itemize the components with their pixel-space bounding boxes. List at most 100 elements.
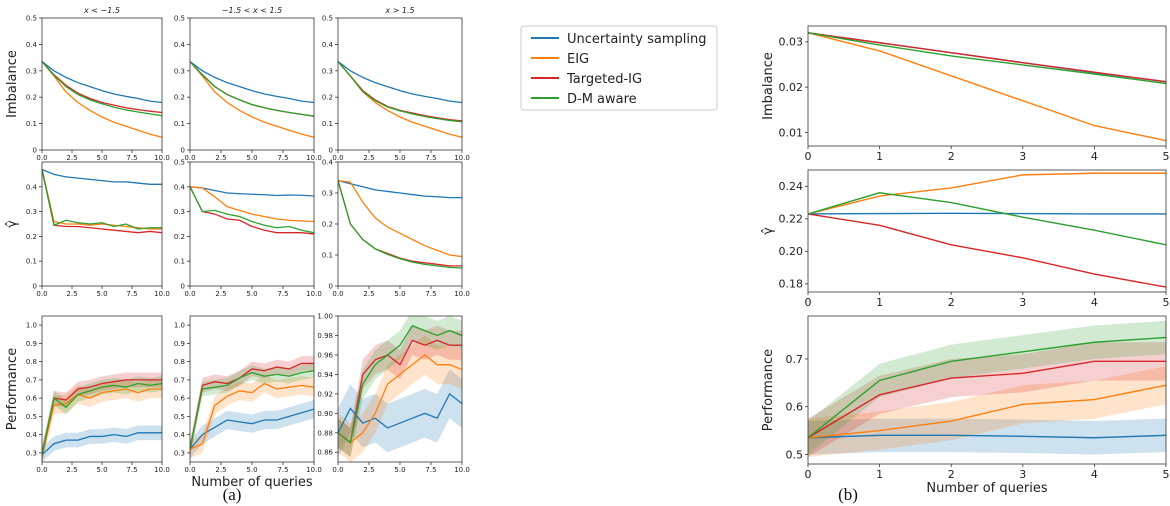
y-tick-label: 0.8 bbox=[174, 358, 185, 366]
x-tick-label: 2.5 bbox=[66, 154, 77, 162]
y-tick-label: 1.0 bbox=[26, 322, 37, 330]
x-tick-label: 0.0 bbox=[332, 466, 343, 474]
confidence-band bbox=[808, 366, 1166, 457]
plot-area bbox=[190, 356, 314, 459]
x-tick-label: 0.0 bbox=[36, 466, 47, 474]
y-tick-label: 0.2 bbox=[322, 220, 333, 228]
chart-panel-1: 0.0 2.5 5.0 7.5 10.0 0 0.1 0.2 0.3 0.4 0.5 x < −1.5… bbox=[5, 6, 170, 162]
y-tick-label: 0.96 bbox=[317, 351, 333, 359]
y-tick-label: 0.6 bbox=[786, 401, 804, 414]
x-tick-label: 7.5 bbox=[425, 290, 436, 298]
x-tick-label: 7.5 bbox=[126, 290, 137, 298]
y-tick-label: 0.1 bbox=[174, 258, 185, 266]
x-tick-label: 0.0 bbox=[36, 290, 47, 298]
legend-label-dm-aware: D-M aware bbox=[567, 92, 637, 107]
y-tick-label: 0.94 bbox=[317, 371, 333, 379]
plot-area bbox=[808, 172, 1166, 288]
y-tick-label: 0.5 bbox=[26, 14, 37, 22]
x-tick-label: 0 bbox=[805, 296, 812, 309]
x-tick-label: 1 bbox=[876, 150, 883, 163]
x-tick-label: 7.5 bbox=[277, 154, 288, 162]
x-tick-label: 0.0 bbox=[36, 154, 47, 162]
plot-area bbox=[338, 179, 462, 269]
series-line bbox=[42, 432, 162, 456]
x-tick-label: 2.5 bbox=[215, 290, 226, 298]
chart-title: −1.5 < x < 1.5 bbox=[222, 6, 282, 15]
legend-label-targeted-ig: Targeted-IG bbox=[566, 72, 642, 87]
series-line bbox=[808, 192, 1166, 246]
y-tick-label: 0.3 bbox=[174, 208, 185, 216]
y-tick-label: 0.02 bbox=[779, 81, 804, 94]
chart-title: x < −1.5 bbox=[83, 6, 120, 15]
x-tick-label: 4 bbox=[1091, 296, 1098, 309]
y-tick-label: 0.5 bbox=[26, 413, 37, 421]
series-line bbox=[808, 212, 1166, 215]
y-tick-label: 0.3 bbox=[26, 208, 37, 216]
legend-frame bbox=[520, 25, 718, 111]
series-line bbox=[42, 61, 162, 114]
legend-entry: D-M aware bbox=[531, 92, 637, 107]
series-line bbox=[338, 392, 462, 434]
chart-panel-11: 0 1 2 3 4 5 0.18 0.20 0.22 0.24 γ̂ bbox=[761, 169, 1170, 309]
y-tick-label: 0.86 bbox=[317, 449, 333, 457]
series-line bbox=[338, 354, 462, 444]
series-line bbox=[190, 370, 314, 450]
y-tick-label: 0.4 bbox=[322, 158, 334, 166]
y-tick-label: 0.3 bbox=[26, 449, 37, 457]
x-tick-label: 0.0 bbox=[332, 290, 343, 298]
series-line bbox=[190, 408, 314, 450]
y-tick-label: 0.4 bbox=[26, 183, 38, 191]
series-line bbox=[808, 434, 1166, 439]
x-tick-label: 2.5 bbox=[66, 290, 77, 298]
y-axis-label: γ̂ bbox=[5, 220, 20, 228]
x-tick-label: 5.0 bbox=[394, 154, 405, 162]
series-line bbox=[338, 339, 462, 444]
y-tick-label: 0.7 bbox=[174, 376, 185, 384]
x-tick-label: 5.0 bbox=[394, 290, 405, 298]
x-tick-label: 7.5 bbox=[126, 154, 137, 162]
y-tick-label: 0.9 bbox=[26, 340, 37, 348]
series-line bbox=[190, 382, 314, 450]
series-line bbox=[190, 186, 314, 223]
series-line bbox=[190, 362, 314, 450]
y-tick-label: 0.2 bbox=[26, 94, 37, 102]
series-line bbox=[42, 61, 162, 104]
x-tick-label: 2 bbox=[948, 468, 955, 481]
y-tick-label: 0.3 bbox=[26, 67, 37, 75]
x-tick-label: 7.5 bbox=[425, 466, 436, 474]
x-tick-label: 5 bbox=[1163, 296, 1170, 309]
y-tick-label: 0.01 bbox=[779, 126, 804, 139]
x-tick-label: 5 bbox=[1163, 150, 1170, 163]
legend-entry: EIG bbox=[531, 52, 589, 67]
x-tick-label: 2 bbox=[948, 150, 955, 163]
legend-label-eig: EIG bbox=[567, 52, 589, 67]
caption-a: (a) bbox=[223, 485, 242, 504]
x-tick-label: 10.0 bbox=[454, 466, 470, 474]
chart-panel-12: 0 1 2 3 4 5 0.5 0.6 0.7 Performance Number of quer… bbox=[761, 315, 1170, 496]
x-tick-label: 10.0 bbox=[454, 290, 470, 298]
y-tick-label: 0.5 bbox=[322, 14, 333, 22]
x-tick-label: 5.0 bbox=[246, 154, 257, 162]
y-tick-label: 0 bbox=[33, 282, 37, 290]
y-tick-label: 0.92 bbox=[317, 390, 333, 398]
x-tick-label: 4 bbox=[1091, 150, 1098, 163]
y-tick-label: 0.22 bbox=[779, 213, 804, 226]
y-tick-label: 0 bbox=[33, 146, 37, 154]
series-line bbox=[42, 169, 162, 230]
x-tick-label: 7.5 bbox=[425, 154, 436, 162]
x-tick-label: 5.0 bbox=[246, 466, 257, 474]
x-tick-label: 3 bbox=[1019, 296, 1026, 309]
x-tick-label: 2.5 bbox=[215, 154, 226, 162]
y-axis-label: Performance bbox=[761, 349, 776, 431]
x-tick-label: 2.5 bbox=[363, 154, 374, 162]
plot-area bbox=[42, 168, 162, 234]
y-tick-label: 0.4 bbox=[26, 431, 38, 439]
chart-panel-4: 0.0 2.5 5.0 7.5 10.0 0 0.1 0.2 0.3 0.4 γ̂ bbox=[5, 161, 170, 298]
y-axis-label: Imbalance bbox=[761, 52, 776, 120]
legend: Uncertainty sampling EIG Targeted-IG D-M… bbox=[520, 25, 718, 111]
x-tick-label: 3 bbox=[1019, 468, 1026, 481]
confidence-band bbox=[808, 320, 1166, 455]
x-tick-label: 10.0 bbox=[454, 154, 470, 162]
y-tick-label: 0.1 bbox=[322, 120, 333, 128]
